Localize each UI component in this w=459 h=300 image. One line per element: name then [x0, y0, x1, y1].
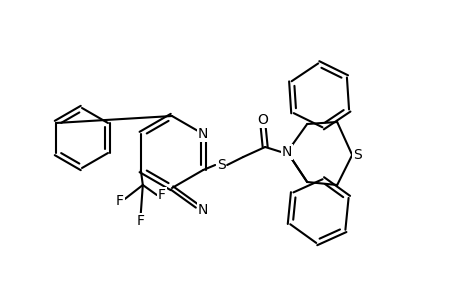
Text: N: N	[197, 127, 208, 141]
Text: F: F	[116, 194, 123, 208]
Text: F: F	[136, 214, 145, 228]
Text: F: F	[157, 188, 165, 202]
Text: O: O	[257, 113, 268, 127]
Text: N: N	[281, 145, 292, 159]
Text: S: S	[352, 148, 361, 162]
Text: N: N	[197, 203, 208, 217]
Text: S: S	[216, 158, 225, 172]
